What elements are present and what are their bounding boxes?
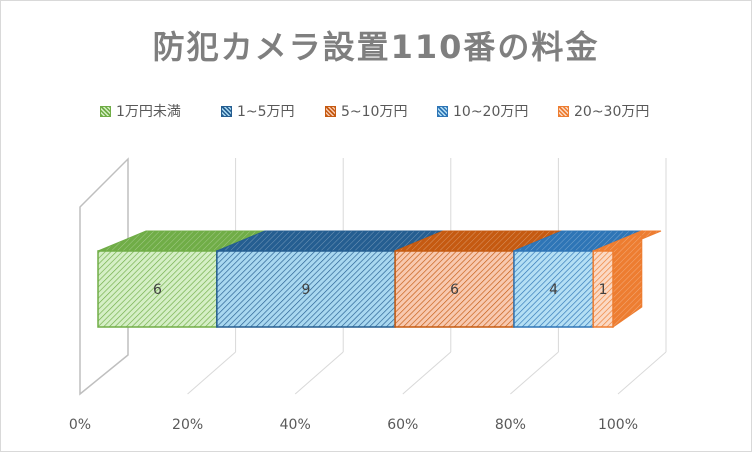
legend-item-4: 10~20万円 (437, 101, 528, 121)
data-label-3: 6 (450, 282, 459, 298)
bar-2 (216, 250, 396, 328)
legend-item-5: 20~30万円 (558, 101, 649, 121)
bar-5 (592, 250, 614, 328)
legend-label-1: 1万円未満 (116, 104, 181, 120)
legend-label-5: 20~30万円 (574, 104, 650, 120)
legend-label-4: 10~20万円 (453, 104, 529, 120)
legend-swatch-5 (558, 105, 569, 117)
gridline-floor-3 (402, 351, 452, 395)
legend-label-2: 1~5万円 (237, 104, 295, 120)
data-label-2: 9 (302, 282, 311, 298)
legend-swatch-4 (437, 105, 448, 117)
bar-4 (513, 250, 594, 328)
x-tick-label-3: 60% (387, 417, 418, 433)
legend-swatch-2 (221, 105, 232, 117)
data-label-4: 4 (549, 282, 558, 298)
data-label-1: 6 (153, 282, 162, 298)
data-label-5: 1 (599, 282, 608, 298)
legend: 1万円未満 1~5万円 5~10万円 10~20万円 20~30万円 (0, 101, 752, 123)
bar-3 (394, 250, 515, 328)
back-wall (79, 157, 129, 396)
legend-item-1: 1万円未満 (100, 101, 181, 121)
x-tick-label-4: 80% (495, 417, 526, 433)
gridline-floor-4 (510, 351, 559, 395)
x-tick-label-5: 100% (598, 417, 638, 433)
legend-swatch-3 (325, 105, 336, 117)
bar-1 (97, 250, 218, 328)
legend-item-3: 5~10万円 (325, 101, 407, 121)
chart-title: 防犯カメラ設置110番の料金 (152, 28, 600, 66)
gridline-floor-1 (187, 351, 236, 395)
gridline-floor-5 (617, 351, 667, 395)
x-tick-label-0: 0% (69, 417, 91, 433)
legend-swatch-1 (100, 105, 111, 117)
legend-item-2: 1~5万円 (221, 101, 295, 121)
x-tick-label-1: 20% (172, 417, 203, 433)
gridline-floor-2 (294, 351, 344, 395)
x-tick-label-2: 40% (280, 417, 311, 433)
legend-label-3: 5~10万円 (341, 104, 408, 120)
